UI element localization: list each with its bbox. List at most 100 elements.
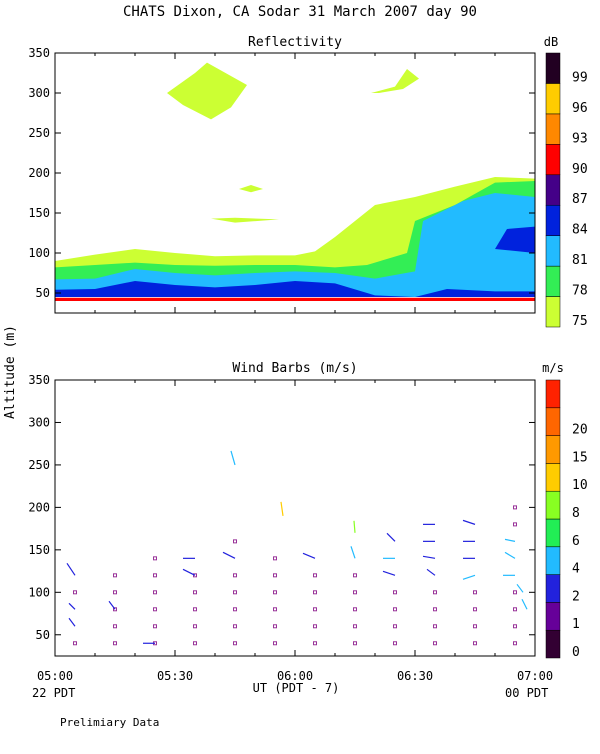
wind-title: Wind Barbs (m/s) [232,361,357,376]
wind-barb [382,570,396,576]
calm-marker [473,607,477,612]
calm-marker [313,641,317,646]
calm-marker [153,573,157,578]
left-date-label: 22 PDT [32,686,75,700]
y-tick-label: 50 [36,286,50,300]
calm-marker [233,624,237,629]
calm-marker [273,624,277,629]
wind-barb [182,568,196,576]
calm-marker [233,641,237,646]
y-tick-label: 200 [28,500,50,514]
calm-marker [233,590,237,595]
reflectivity-region-75 [371,69,419,93]
x-tick-label: 06:30 [397,669,433,683]
calm-marker [353,624,357,629]
calm-marker [513,624,517,629]
reflectivity-colorbar-swatch [545,52,561,84]
reflectivity-region-75 [167,62,247,120]
wind-colorbar-swatch [545,435,561,464]
calm-marker [73,590,77,595]
wind-barb [230,450,236,466]
wind-colorbar: 0 1 2 4 6 8 10 15 20 [545,379,588,660]
reflectivity-colorbar-level-label: 78 [572,284,588,299]
calm-marker [313,607,317,612]
wind-colorbar-swatch [545,546,561,575]
calm-marker [233,573,237,578]
calm-marker [273,573,277,578]
calm-marker [273,607,277,612]
wind-colorbar-level-label: 1 [572,617,580,632]
wind-barb [504,551,516,559]
calm-marker [153,607,157,612]
calm-marker [353,607,357,612]
wind-barb [108,600,116,610]
y-tick-label: 100 [28,585,50,599]
wind-barb [386,532,396,542]
calm-marker [353,590,357,595]
wind-colorbar-swatch [545,379,561,409]
wind-barb [426,568,436,576]
wind-barb [504,538,516,542]
wind-colorbar-level-label: 10 [572,478,588,493]
reflectivity-region-78 [55,181,535,297]
calm-marker [313,590,317,595]
wind-colorbar-level-label: 0 [572,645,580,660]
wind-plot-frame [54,379,536,657]
wind-colorbar-swatch [545,629,561,659]
calm-marker [393,607,397,612]
reflectivity-region-75 [211,217,279,223]
calm-marker [193,641,197,646]
reflectivity-colorbar-swatch [545,235,561,267]
calm-marker [473,624,477,629]
calm-marker [273,590,277,595]
right-date-label: 00 PDT [505,686,548,700]
calm-marker [113,573,117,578]
wind-barb [302,552,316,559]
reflectivity-title: Reflectivity [248,35,342,50]
y-tick-label: 150 [28,543,50,557]
calm-marker [233,607,237,612]
calm-marker [393,641,397,646]
x-axis-label: UT (PDT - 7) [253,681,340,695]
calm-marker [513,505,517,510]
reflectivity-colorbar-level-label: 84 [572,223,588,238]
calm-marker [153,556,157,561]
reflectivity-colorbar-level-label: 90 [572,162,588,177]
wind-colorbar-unit: m/s [542,361,564,375]
y-tick-label: 300 [28,415,50,429]
reflectivity-colorbar-level-label: 93 [572,131,588,146]
reflectivity-colorbar-swatch [545,204,561,236]
wind-colorbar-level-label: 4 [572,562,580,577]
wind-barb [521,599,528,610]
reflectivity-contours [55,62,535,301]
calm-marker [433,624,437,629]
reflectivity-region-81 [55,193,535,297]
wind-colorbar-swatch [545,463,561,492]
y-tick-label: 350 [28,373,50,387]
reflectivity-colorbar-swatch [545,83,561,115]
wind-panel: Wind Barbs (m/s) m/s 5010015020025030035… [28,361,587,683]
x-tick-label: 05:30 [157,669,193,683]
wind-barb [350,546,356,559]
wind-colorbar-level-label: 8 [572,506,580,521]
x-tick-label: 06:00 [277,669,313,683]
calm-marker [393,624,397,629]
figure-title: CHATS Dixon, CA Sodar 31 March 2007 day … [123,4,477,20]
wind-colorbar-swatch [545,407,561,436]
reflectivity-region-75 [239,185,263,193]
calm-marker [433,590,437,595]
calm-marker [433,641,437,646]
wind-barb [68,617,76,627]
reflectivity-colorbar-swatch [545,296,561,328]
x-tick-label: 05:00 [37,669,73,683]
calm-marker [313,624,317,629]
footnote: Prelimiary Data [60,716,159,729]
reflectivity-colorbar-unit: dB [544,35,558,49]
y-tick-label: 250 [28,458,50,472]
wind-colorbar-level-label: 6 [572,534,580,549]
wind-barb [462,574,476,580]
wind-barb [516,583,524,593]
y-tick-label: 150 [28,206,50,220]
calm-marker [153,624,157,629]
